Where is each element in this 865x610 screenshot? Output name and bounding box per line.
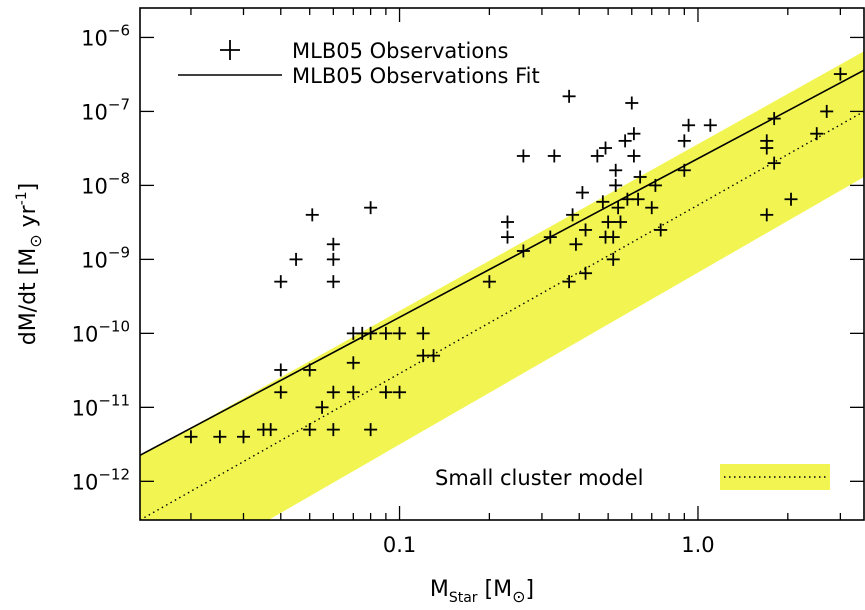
y-tick-label: 10−12 [72,465,130,494]
observation-point [784,192,798,206]
observation-point [543,230,557,244]
observation-point [820,104,834,118]
observation-point [682,118,696,132]
observation-point [562,89,576,103]
y-tick-label: 10−6 [81,21,130,50]
x-axis-ticks: 0.1 1.0 [190,8,842,557]
observation-point [326,275,340,289]
observation-point [516,244,530,258]
plot-area [140,51,864,520]
observation-point [569,237,583,251]
observation-point [326,237,340,251]
observation-point [606,252,620,266]
legend: MLB05 Observations MLB05 Observations Fi… [178,39,830,490]
observation-point [326,423,340,437]
observation-point [767,156,781,170]
observation-point [590,149,604,163]
observation-point [500,215,514,229]
observation-point [599,141,613,155]
observation-point [611,201,625,215]
observation-point [213,430,227,444]
fit-solid-line [140,69,864,456]
observation-point [482,275,496,289]
x-tick-label: 1.0 [681,533,714,557]
observation-point [500,230,514,244]
observation-point [625,96,639,110]
observation-point [393,385,407,399]
observation-point [645,201,659,215]
legend-observations-label: MLB05 Observations [292,39,508,63]
y-axis-ticks: 10−12 10−11 10−10 10−9 10−8 10−7 10−6 [72,21,864,494]
observation-point [633,170,647,184]
observation-point [810,127,824,141]
observation-point [618,134,632,148]
observation-point [760,208,774,222]
observation-point [562,275,576,289]
legend-fit-label: MLB05 Observations Fit [292,64,540,88]
observation-point [547,149,561,163]
observation-point [427,349,441,363]
observation-point [767,112,781,126]
observation-point [833,67,847,81]
y-tick-label: 10−10 [72,317,130,346]
observation-point [566,208,580,222]
observation-point [677,134,691,148]
observation-point [379,385,393,399]
observation-point [274,363,288,377]
observation-point [315,400,329,414]
observation-point [364,201,378,215]
observation-point [236,430,250,444]
observation-point [184,430,198,444]
observation-point [579,223,593,237]
observation-point [677,163,691,177]
observation-point [631,192,645,206]
observation-point [627,149,641,163]
observation-point [364,326,378,340]
x-tick-label: 0.1 [383,533,416,557]
observation-point [379,326,393,340]
y-tick-label: 10−7 [81,95,130,124]
y-axis-label: dM/dt [M⊙ yr-1] [14,183,45,346]
observation-point [274,385,288,399]
observation-point [346,356,360,370]
observation-point [326,385,340,399]
legend-observations-marker [220,40,240,60]
observation-point [274,275,288,289]
observation-point [613,215,627,229]
y-tick-label: 10−8 [81,169,130,198]
observation-point [364,423,378,437]
observation-point [303,363,317,377]
observation-point [648,178,662,192]
observation-point [703,118,717,132]
observation-point [516,149,530,163]
observation-point [346,385,360,399]
observation-point [575,186,589,200]
observation-point [579,266,593,280]
legend-model-label: Small cluster model [435,466,643,490]
model-dotted-line [140,110,864,520]
y-tick-label: 10−11 [72,391,130,420]
x-axis-label: MStar [M⊙] [430,577,534,606]
observation-point [609,163,623,177]
model-uncertainty-band [140,51,864,520]
observation-point [393,326,407,340]
observation-point [609,178,623,192]
observation-point [596,195,610,209]
observation-point [264,423,278,437]
observation-point [601,215,615,229]
observation-point [760,141,774,155]
observation-point [289,252,303,266]
y-tick-label: 10−9 [81,243,130,272]
observation-point [627,127,641,141]
axes-frame [139,7,865,521]
observation-point [654,223,668,237]
observation-point [606,230,620,244]
observation-point [326,252,340,266]
observation-point [416,326,430,340]
observation-point [305,208,319,222]
observation-points [184,67,847,444]
observation-point [303,423,317,437]
